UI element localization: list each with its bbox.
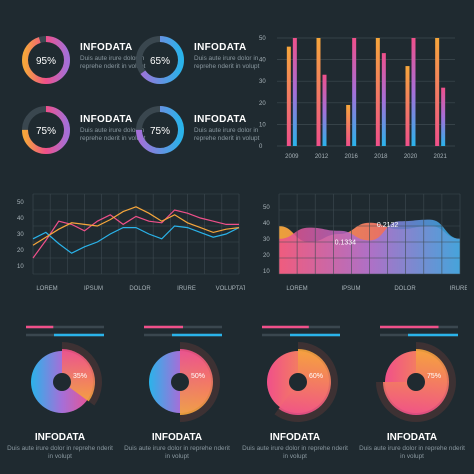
pie-percent: 35% <box>73 373 87 380</box>
bar <box>441 87 446 146</box>
x-tick-label: 2021 <box>433 154 447 160</box>
y-tick-label: 20 <box>17 248 24 254</box>
y-tick-label: 10 <box>263 269 270 275</box>
y-tick-label: 0 <box>259 144 263 150</box>
x-tick-label: IPSUM <box>341 286 360 292</box>
ring-arc <box>22 106 70 154</box>
x-tick-label: IRURE <box>177 286 196 292</box>
pie-hole <box>171 373 189 391</box>
y-tick-label: 10 <box>259 122 266 128</box>
area-chart: 10 20 30 40 50 0.2132 0.1334 LOREM IPSUM DOLOR IRU… <box>263 193 467 292</box>
pie-title: INFODATA <box>386 432 438 443</box>
y-tick-label: 30 <box>17 232 24 238</box>
pie-percent: 75% <box>427 373 441 380</box>
x-tick-label: DOLOR <box>394 286 416 292</box>
x-tick-label: 2016 <box>344 154 358 160</box>
ring-arc <box>22 36 70 84</box>
pie-value-wedge <box>180 349 213 415</box>
series-line <box>32 225 240 254</box>
ring-description: Duis aute irure dolor in reprehe nderit … <box>80 55 146 70</box>
x-tick-label: 2012 <box>315 154 329 160</box>
y-tick-label: 50 <box>263 205 270 211</box>
pie-percent: 50% <box>191 373 205 380</box>
ring-arc <box>136 106 184 154</box>
x-tick-label: LOREM <box>286 286 307 292</box>
progress-ring-4: 75% <box>136 106 184 154</box>
y-tick-label: 50 <box>17 200 24 206</box>
area-annotation: 0.2132 <box>377 222 399 229</box>
x-tick-label: 2009 <box>285 154 299 160</box>
series-line <box>32 206 240 246</box>
bar <box>375 38 380 146</box>
y-tick-label: 20 <box>263 253 270 259</box>
progress-ring-1: 95% <box>22 36 70 84</box>
ring-title: INFODATA <box>194 42 247 53</box>
line-chart: 10 20 30 40 50 LOREM IPSUM DOLOR IRURE VOLUPTATE <box>17 193 245 292</box>
bar <box>292 38 297 146</box>
area-annotation: 0.1334 <box>335 239 357 246</box>
ring-percent: 75% <box>36 126 56 137</box>
pie-hole <box>407 373 425 391</box>
y-tick-label: 40 <box>17 216 24 222</box>
ring-percent: 95% <box>36 56 56 67</box>
pie-description: Duis aute irure dolor in reprehe nderit … <box>242 445 348 460</box>
bar <box>316 38 321 146</box>
pie-description: Duis aute irure dolor in reprehe nderit … <box>7 445 113 460</box>
pie-hole <box>53 373 71 391</box>
bar <box>435 38 440 146</box>
y-tick-label: 30 <box>259 79 266 85</box>
progress-ring-3: 75% <box>22 106 70 154</box>
progress-ring-2: 65% <box>136 36 184 84</box>
pie-gauge-1: 35% <box>26 325 104 413</box>
pie-gauge-2: 50% <box>144 325 222 422</box>
ring-description: Duis aute irure dolor in reprehe nderit … <box>194 55 260 70</box>
x-tick-label: 2020 <box>404 154 418 160</box>
bar <box>346 104 351 146</box>
ring-title: INFODATA <box>80 114 133 125</box>
ring-percent: 65% <box>150 56 170 67</box>
pie-value-wedge <box>62 349 96 402</box>
y-tick-label: 30 <box>263 237 270 243</box>
bar <box>286 46 291 146</box>
y-tick-label: 50 <box>259 36 266 42</box>
x-tick-label: VOLUPTATE <box>216 286 245 292</box>
x-tick-label: LOREM <box>36 286 57 292</box>
bar <box>322 74 327 146</box>
bar <box>381 53 386 146</box>
y-tick-label: 10 <box>17 264 24 270</box>
y-tick-label: 20 <box>259 101 266 107</box>
x-tick-label: IRURE <box>450 286 467 292</box>
x-tick-label: DOLOR <box>129 286 151 292</box>
series-line <box>32 209 239 259</box>
x-tick-label: IPSUM <box>84 286 103 292</box>
x-tick-label: 2018 <box>374 154 388 160</box>
bar <box>352 38 357 146</box>
bar <box>411 38 416 146</box>
bar-chart: 0 10 20 30 40 50 2009 2012 2016 2018 2020 2021 <box>259 36 455 160</box>
ring-title: INFODATA <box>80 42 133 53</box>
pie-hole <box>289 373 307 391</box>
pie-title: INFODATA <box>269 432 321 443</box>
ring-description: Duis aute irure dolor in reprehe nderit … <box>80 127 146 142</box>
ring-title: INFODATA <box>194 114 247 125</box>
pie-title: INFODATA <box>34 432 86 443</box>
pie-title: INFODATA <box>151 432 203 443</box>
bar <box>405 66 410 146</box>
ring-percent: 75% <box>150 126 170 137</box>
ring-arc <box>136 36 184 84</box>
pie-description: Duis aute irure dolor in reprehe nderit … <box>359 445 465 460</box>
pie-description: Duis aute irure dolor in reprehe nderit … <box>124 445 230 460</box>
y-tick-label: 40 <box>263 221 270 227</box>
pie-gauge-3: 60% <box>262 325 340 422</box>
pie-percent: 60% <box>309 373 323 380</box>
ring-description: Duis aute irure dolor in reprehe nderit … <box>194 127 260 142</box>
y-tick-label: 40 <box>259 58 266 64</box>
pie-gauge-4: 75% <box>376 325 458 422</box>
